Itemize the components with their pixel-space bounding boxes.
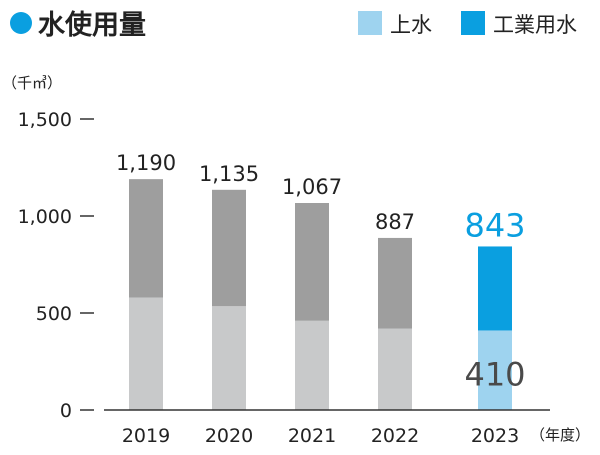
bar-total-label: 1,190 [116,151,176,175]
bar-total-label: 1,135 [199,162,259,186]
bar-segment-josui [378,328,412,410]
bar-segment-kogyo [129,179,163,298]
x-tick-label: 2020 [205,425,253,447]
y-tick-label: 1,500 [18,109,72,131]
x-tick-label: 2019 [122,425,170,447]
bar-segment-kogyo [478,246,512,331]
bar-total-label: 887 [375,210,415,234]
y-axis: 0 500 1,000 1,500 [18,109,94,422]
bar-segment-josui [212,306,246,410]
bar-segment-josui [129,297,163,410]
bar-segment-kogyo [378,237,412,329]
x-tick-label: 2022 [371,425,419,447]
bar-total-label: 1,067 [282,175,342,199]
x-tick-label: 2021 [288,425,336,447]
legend-label-kogyo: 工業用水 [493,13,577,37]
legend-label-josui: 上水 [390,13,432,37]
bar-total-label: 843 [464,206,525,244]
x-tick-label: 2023 [471,425,519,447]
chart-title: 水使用量 [38,10,146,41]
x-axis: 2019 2020 2021 2022 2023 [122,425,519,447]
y-tick-label: 0 [60,400,72,422]
x-unit-label: （年度） [530,426,590,444]
bars [129,179,512,410]
y-tick-label: 500 [36,303,72,325]
bar-segment-josui [295,320,329,410]
legend-swatch-josui [358,11,382,35]
bar-lower-label: 410 [464,355,525,393]
y-tick-label: 1,000 [18,206,72,228]
bar-segment-kogyo [295,203,329,321]
y-unit-label: （千㎥） [2,74,62,92]
title-dot-icon [10,12,32,34]
legend-swatch-kogyo [461,11,485,35]
bar-segment-josui [478,330,512,410]
data-labels: 1,190 1,135 1,067 887 843 410 [116,151,526,393]
bar-segment-kogyo [212,189,246,307]
